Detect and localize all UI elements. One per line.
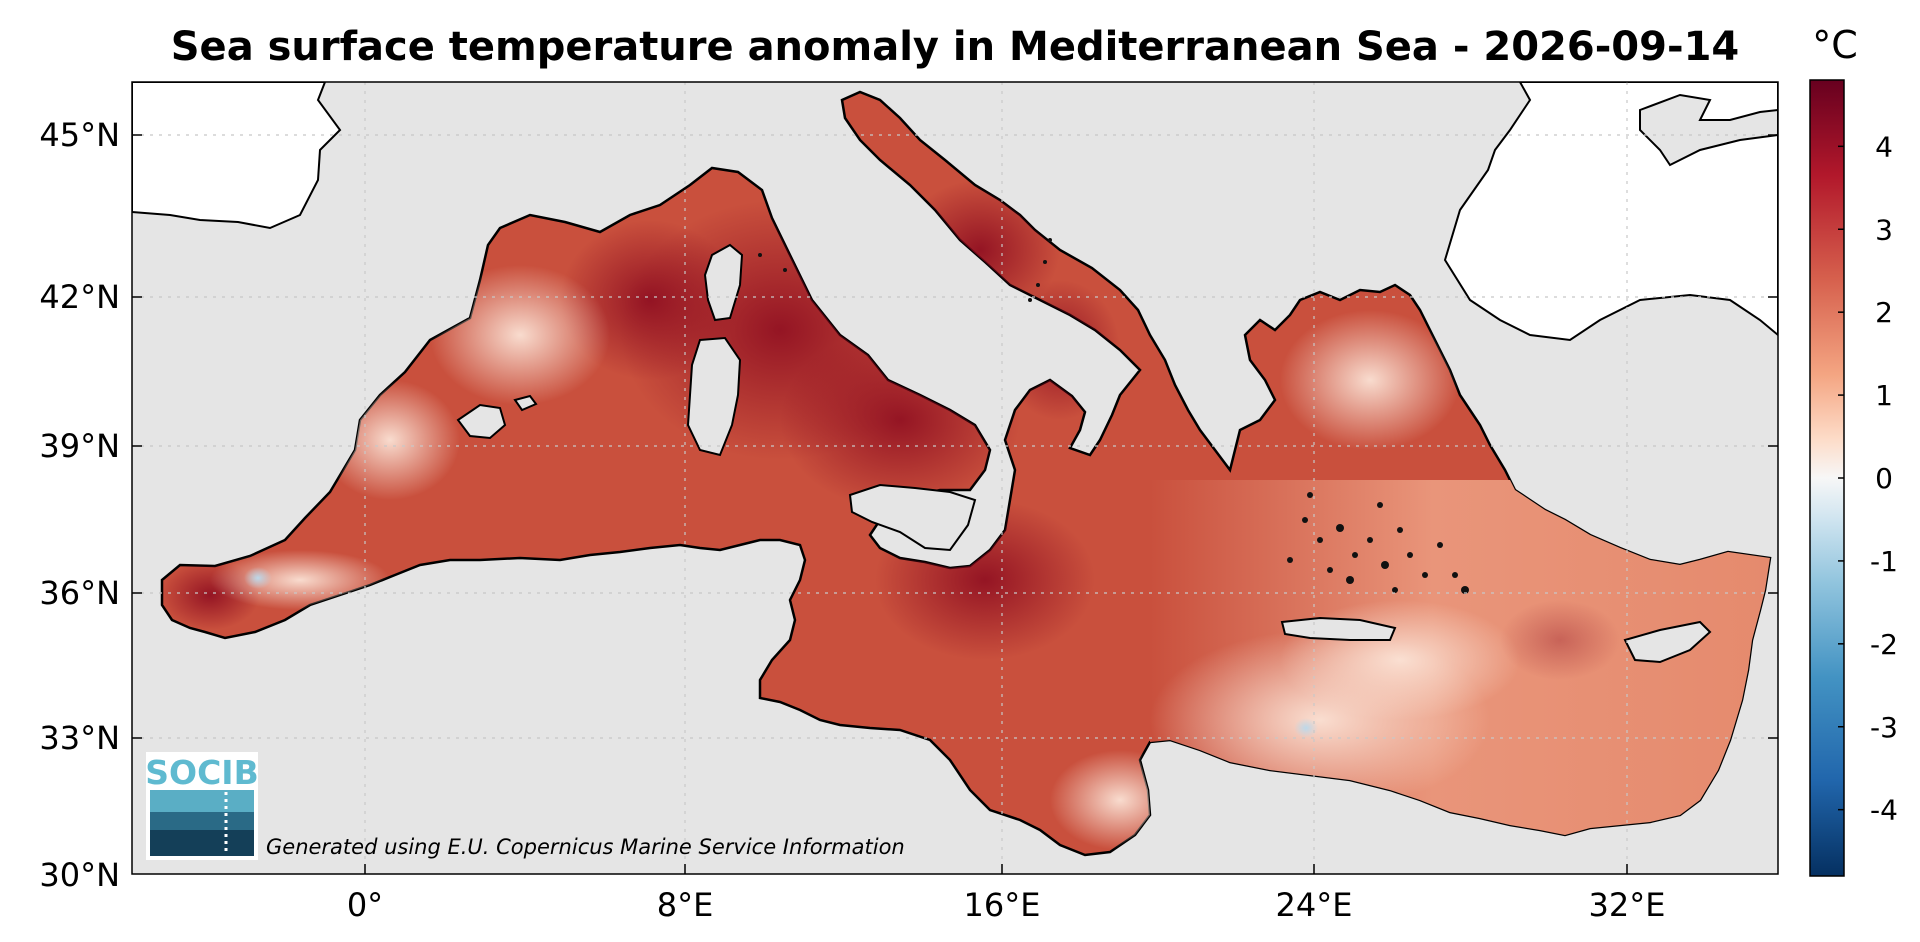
longitude-labels: 0° 8°E 16°E 24°E 32°E — [347, 886, 1666, 924]
lat-label: 42°N — [39, 278, 120, 316]
island-corsica — [703, 243, 744, 322]
lon-label: 24°E — [1276, 886, 1353, 924]
lon-label: 8°E — [657, 886, 714, 924]
island-crete — [1280, 616, 1397, 641]
colorbar-tick-label: -3 — [1870, 711, 1898, 744]
lat-label: 30°N — [39, 856, 120, 894]
colorbar-tick-label: 1 — [1875, 379, 1893, 412]
aegean-islands — [758, 238, 1469, 594]
lat-label: 33°N — [39, 719, 120, 757]
colorbar: 4 3 2 1 0 -1 -2 -3 -4 — [1809, 79, 1898, 877]
island-sardinia — [686, 336, 742, 457]
map-plot-area — [132, 82, 1778, 874]
latitude-labels: 45°N 42°N 39°N 36°N 33°N 30°N — [39, 116, 120, 894]
lon-label: 0° — [347, 886, 383, 924]
logo-text: SOCIB — [145, 753, 258, 792]
map-frame — [131, 81, 1779, 875]
axis-ticks — [132, 134, 1778, 874]
colorbar-tick-label: 4 — [1875, 130, 1893, 163]
island-menorca — [513, 394, 538, 412]
socib-logo: SOCIB — [145, 752, 259, 860]
map-title: Sea surface temperature anomaly in Medit… — [171, 24, 1739, 70]
colorbar-tick-label: 0 — [1875, 462, 1893, 495]
colorbar-tick-label: 2 — [1875, 296, 1893, 329]
colorbar-unit: °C — [1812, 23, 1858, 67]
lon-label: 16°E — [964, 886, 1041, 924]
colorbar-tick-label: 3 — [1875, 213, 1893, 246]
land-crimea — [1639, 93, 1778, 167]
island-sicily — [848, 483, 977, 552]
lat-label: 45°N — [39, 116, 120, 154]
land-france — [132, 82, 342, 230]
colorbar-ticks: 4 3 2 1 0 -1 -2 -3 -4 — [1838, 130, 1898, 827]
colorbar-tick-label: -4 — [1870, 794, 1898, 827]
lat-label: 39°N — [39, 427, 120, 465]
lon-label: 32°E — [1589, 886, 1666, 924]
island-cyprus — [1623, 620, 1712, 664]
graticule — [132, 82, 1778, 874]
colorbar-tick-label: -1 — [1870, 545, 1898, 578]
colorbar-tick-label: -2 — [1870, 628, 1898, 661]
copernicus-credit: Generated using E.U. Copernicus Marine S… — [266, 835, 905, 859]
island-mallorca — [456, 403, 507, 440]
lat-label: 36°N — [39, 574, 120, 612]
